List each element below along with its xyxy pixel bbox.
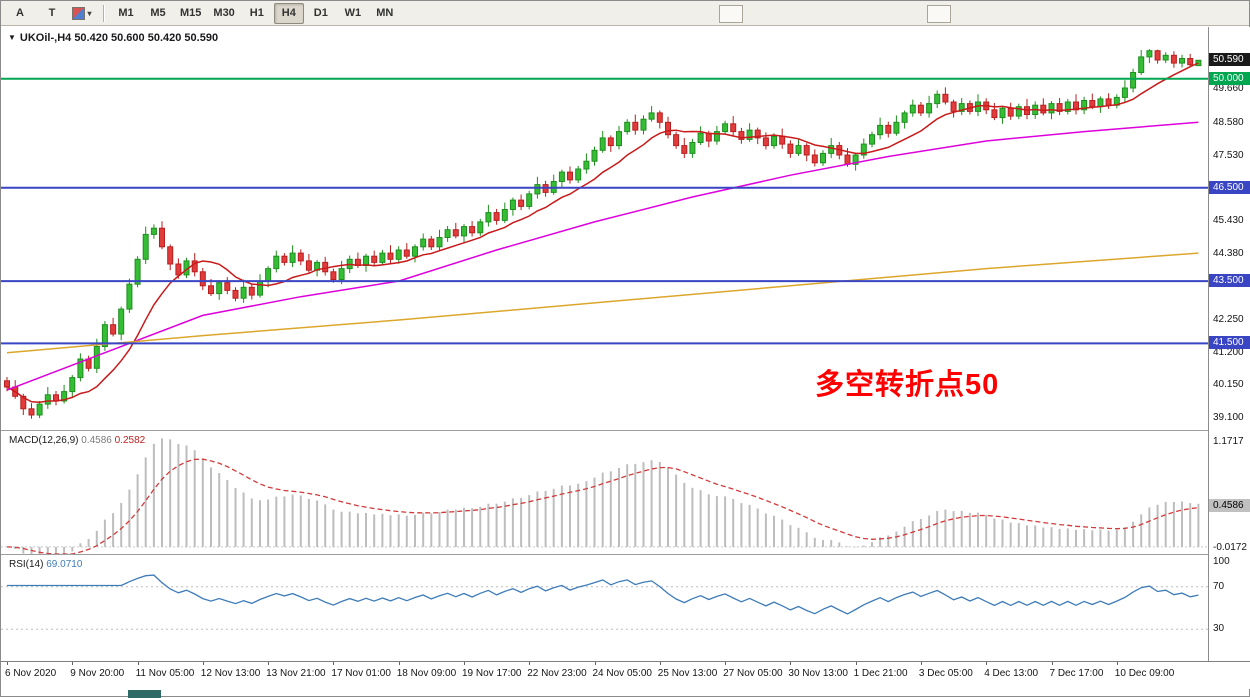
price-scale-border bbox=[1208, 27, 1209, 661]
time-axis-label: 1 Dec 21:00 bbox=[853, 668, 908, 679]
time-tick bbox=[986, 662, 988, 665]
chart-title: ▼ UKOil-,H4 50.420 50.600 50.420 50.590 bbox=[8, 32, 218, 44]
price-scale-label: 45.430 bbox=[1213, 215, 1244, 226]
price-scale-label: 49.660 bbox=[1213, 83, 1244, 95]
price-scale-label: 47.530 bbox=[1213, 149, 1244, 161]
timeframe-m5-button[interactable]: M5 bbox=[150, 7, 166, 19]
time-tick bbox=[920, 662, 922, 665]
time-tick bbox=[72, 662, 74, 665]
expand-triangle-icon[interactable]: ▼ bbox=[8, 33, 16, 42]
chevron-down-icon: ▾ bbox=[87, 8, 92, 18]
rsi-indicator-chart[interactable] bbox=[1, 555, 1208, 661]
time-axis-label: 4 Dec 13:00 bbox=[984, 668, 1039, 679]
timeframe-mn-button[interactable]: MN bbox=[376, 7, 394, 19]
text-tool-button[interactable]: T bbox=[48, 7, 56, 19]
time-tick bbox=[1051, 662, 1053, 665]
price-badge-43.500: 43.500 bbox=[1209, 274, 1250, 288]
macd-indicator-chart[interactable] bbox=[1, 431, 1208, 554]
macd-signal-value: 0.2582 bbox=[114, 435, 146, 446]
time-tick bbox=[333, 662, 335, 665]
time-axis-label: 6 Nov 2020 bbox=[5, 668, 57, 679]
bottom-left-fragment bbox=[128, 690, 161, 698]
price-scale[interactable]: 49.660 48.580 47.530 45.430 44.380 42.250 41.2… bbox=[1209, 27, 1250, 661]
time-tick bbox=[855, 662, 857, 665]
time-axis-label: 10 Dec 09:00 bbox=[1114, 668, 1175, 679]
rsi-value: 69.0710 bbox=[46, 559, 83, 570]
pane-divider-macd[interactable] bbox=[1, 430, 1250, 431]
time-axis-label: 12 Nov 13:00 bbox=[200, 668, 261, 679]
macd-scale-label: 1.1717 bbox=[1213, 436, 1244, 448]
axis-divider bbox=[1, 661, 1250, 662]
price-scale-label: 42.250 bbox=[1213, 314, 1244, 325]
timeframe-d1-button[interactable]: D1 bbox=[313, 7, 328, 19]
rsi-scale-label: 70 bbox=[1213, 580, 1225, 592]
time-axis-label: 30 Nov 13:00 bbox=[788, 668, 848, 679]
macd-name: MACD(12,26,9) bbox=[9, 435, 79, 446]
timeframe-h1-button[interactable]: H1 bbox=[249, 7, 264, 19]
price-scale-label: 41.200 bbox=[1213, 346, 1244, 358]
timeframe-m1-button[interactable]: M1 bbox=[118, 7, 134, 19]
chart-title-text: UKOil-,H4 50.420 50.600 50.420 50.590 bbox=[19, 32, 219, 44]
time-tick bbox=[659, 662, 661, 665]
time-axis-label: 18 Nov 09:00 bbox=[396, 668, 457, 679]
price-badge-41.500: 41.500 bbox=[1209, 336, 1250, 350]
time-tick bbox=[790, 662, 792, 665]
timeframe-m15-button[interactable]: M15 bbox=[180, 7, 202, 19]
time-axis-label: 3 Dec 05:00 bbox=[918, 668, 973, 679]
rsi-scale-label: 30 bbox=[1213, 623, 1225, 635]
time-tick bbox=[137, 662, 139, 665]
time-axis-label: 22 Nov 23:00 bbox=[527, 668, 587, 679]
time-axis-label: 11 Nov 05:00 bbox=[135, 668, 195, 679]
macd-value-badge: 0.4586 bbox=[1209, 499, 1250, 512]
color-tool-icon bbox=[72, 6, 86, 20]
price-scale-label: 39.100 bbox=[1213, 412, 1244, 424]
time-axis-label: 17 Nov 01:00 bbox=[331, 668, 391, 679]
time-axis-label: 7 Dec 17:00 bbox=[1049, 668, 1104, 679]
rsi-name: RSI(14) bbox=[9, 559, 44, 570]
time-tick bbox=[725, 662, 727, 665]
pane-divider-rsi[interactable] bbox=[1, 554, 1250, 555]
toolbar-box-1[interactable] bbox=[719, 5, 743, 23]
time-tick bbox=[7, 662, 8, 665]
price-scale-label: 44.380 bbox=[1213, 247, 1244, 259]
price-badge-46.500: 46.500 bbox=[1209, 180, 1250, 194]
price-badge-50.590: 50.590 bbox=[1209, 53, 1250, 67]
time-tick bbox=[594, 662, 596, 665]
time-tick bbox=[202, 662, 204, 665]
macd-label: MACD(12,26,9) 0.4586 0.2582 bbox=[9, 435, 145, 446]
styles-dropdown-button[interactable]: ▾ bbox=[67, 3, 97, 24]
time-tick bbox=[268, 662, 270, 665]
time-axis-label: 27 Nov 05:00 bbox=[723, 668, 783, 679]
price-scale-label: 40.150 bbox=[1213, 379, 1244, 391]
chart-annotation-text: 多空转折点50 bbox=[815, 369, 1000, 401]
time-tick bbox=[464, 662, 465, 665]
timeframe-m30-button[interactable]: M30 bbox=[213, 7, 235, 19]
price-scale-label: 48.580 bbox=[1213, 116, 1244, 128]
time-axis-label: 25 Nov 13:00 bbox=[657, 668, 718, 679]
toolbar-separator bbox=[103, 4, 105, 22]
timeframe-h4-button[interactable]: H4 bbox=[273, 2, 304, 24]
time-tick bbox=[398, 662, 400, 665]
main-price-chart[interactable] bbox=[1, 27, 1208, 430]
time-axis-label: 19 Nov 17:00 bbox=[462, 668, 522, 679]
timeframe-w1-button[interactable]: W1 bbox=[344, 7, 362, 19]
cursor-tool-button[interactable]: A bbox=[16, 7, 24, 19]
time-axis-label: 13 Nov 21:00 bbox=[266, 668, 326, 679]
time-axis-label: 9 Nov 20:00 bbox=[70, 668, 125, 679]
macd-main-value: 0.4586 bbox=[81, 435, 112, 446]
time-axis[interactable]: 6 Nov 2020 9 Nov 20:00 11 Nov 05:00 12 Nov … bbox=[1, 662, 1250, 689]
time-tick bbox=[529, 662, 531, 665]
price-badge-50.000: 50.000 bbox=[1209, 71, 1250, 85]
toolbar-box-2[interactable] bbox=[927, 5, 951, 23]
time-axis-label: 24 Nov 05:00 bbox=[592, 668, 653, 679]
rsi-label: RSI(14) 69.0710 bbox=[9, 559, 82, 570]
timeframe-group: M1 M5 M15 M30 H1 H4 D1 W1 MN bbox=[111, 2, 400, 24]
macd-scale-label: -0.0172 bbox=[1213, 542, 1247, 554]
time-tick bbox=[1116, 662, 1118, 665]
rsi-scale-label: 100 bbox=[1213, 556, 1230, 567]
